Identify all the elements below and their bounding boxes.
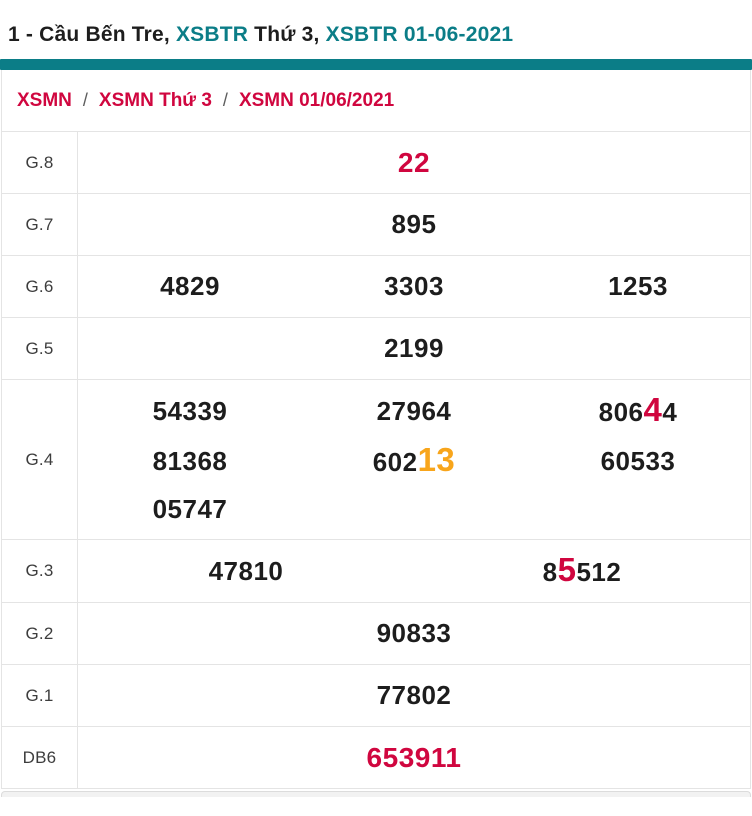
results-card: XSMN / XSMN Thứ 3 / XSMN 01/06/2021 G.8 22 G.7… — [1, 70, 751, 789]
prize-values: 54339 27964 80644 81368 60213 60533 05747 — [78, 380, 750, 539]
prize-number: 895 — [392, 201, 437, 248]
digit-plain: 77802 — [376, 680, 452, 710]
prize-label: G.4 — [2, 380, 78, 539]
results-table: G.8 22 G.7 895 G.6 4829 3303 1253 G.5 2199 G.4 5433… — [2, 131, 750, 788]
title-link[interactable]: XSBTR 01-06-2021 — [325, 23, 514, 46]
digit-highlight: 5 — [557, 551, 577, 588]
prize-values: 653911 — [78, 727, 750, 788]
prize-values: 90833 — [78, 603, 750, 664]
prize-row-g8: G.8 22 — [2, 131, 750, 193]
digit-plain: 90833 — [376, 618, 452, 648]
prize-row-g1: G.1 77802 — [2, 664, 750, 726]
digit-plain: 1253 — [608, 271, 668, 301]
breadcrumb-link[interactable]: XSMN — [17, 89, 72, 111]
title-text: Thứ 3, — [248, 23, 326, 46]
prize-label: G.5 — [2, 318, 78, 379]
digit-plain: 27964 — [376, 395, 452, 426]
prize-number: 80644 — [599, 386, 678, 436]
prize-label: DB6 — [2, 727, 78, 788]
prize-number: 2199 — [384, 325, 444, 372]
breadcrumb: XSMN / XSMN Thứ 3 / XSMN 01/06/2021 — [2, 70, 750, 131]
prize-number: 81368 — [153, 438, 228, 485]
digit-plain: 4829 — [160, 271, 220, 301]
digit-highlight: 22 — [397, 146, 431, 178]
digit-plain: 895 — [391, 209, 437, 239]
prize-values: 4829 3303 1253 — [78, 256, 750, 317]
prize-number: 60213 — [373, 436, 456, 486]
prize-number: 77802 — [377, 672, 452, 719]
page-title: 1 - Cầu Bến Tre, XSBTR Thứ 3, XSBTR 01-0… — [0, 22, 752, 48]
prize-row-g7: G.7 895 — [2, 193, 750, 255]
prize-number: 54339 — [153, 388, 228, 435]
digit-plain: 81368 — [152, 445, 228, 476]
prize-label: G.1 — [2, 665, 78, 726]
digit-plain: 602 — [372, 447, 418, 477]
prize-values: 895 — [78, 194, 750, 255]
digit-plain: 512 — [576, 557, 622, 587]
prize-number: 60533 — [601, 438, 676, 485]
prize-number: 653911 — [367, 734, 462, 782]
breadcrumb-link[interactable]: XSMN 01/06/2021 — [238, 89, 395, 111]
digit-highlight: 4 — [643, 391, 663, 428]
prize-row-g6: G.6 4829 3303 1253 — [2, 255, 750, 317]
digit-highlight: 13 — [417, 441, 456, 478]
prize-number: 47810 — [209, 548, 284, 595]
prize-row-db6: DB6 653911 — [2, 726, 750, 788]
prize-values: 77802 — [78, 665, 750, 726]
prize-label: G.8 — [2, 132, 78, 193]
prize-label: G.3 — [2, 540, 78, 602]
prize-number: 22 — [398, 139, 430, 187]
digit-plain: 05747 — [152, 494, 228, 524]
prize-row-g2: G.2 90833 — [2, 602, 750, 664]
prize-number: 4829 — [160, 263, 220, 310]
digit-highlight: 653911 — [366, 741, 462, 773]
prize-values: 2199 — [78, 318, 750, 379]
prize-number: 27964 — [377, 388, 452, 435]
prize-label: G.6 — [2, 256, 78, 317]
prize-row-g5: G.5 2199 — [2, 317, 750, 379]
digit-plain: 3303 — [384, 271, 444, 301]
prize-number: 05747 — [153, 486, 228, 533]
digit-plain: 2199 — [384, 333, 444, 363]
prize-values: 47810 85512 — [78, 540, 750, 602]
prize-number: 85512 — [543, 546, 622, 596]
title-text: 1 - Cầu Bến Tre, — [8, 23, 176, 46]
prize-number: 90833 — [377, 610, 452, 657]
digit-plain: 54339 — [152, 395, 228, 426]
title-link[interactable]: XSBTR — [175, 23, 249, 46]
digit-plain: 47810 — [208, 555, 284, 586]
breadcrumb-separator: / — [222, 90, 228, 110]
prize-values: 22 — [78, 132, 750, 193]
prize-row-g4: G.4 54339 27964 80644 81368 60213 60533 05747 — [2, 379, 750, 539]
digit-plain: 4 — [662, 397, 678, 427]
prize-label: G.2 — [2, 603, 78, 664]
next-section-edge — [1, 791, 751, 797]
prize-number: 1253 — [608, 263, 668, 310]
breadcrumb-separator: / — [82, 90, 88, 110]
prize-row-g3: G.3 47810 85512 — [2, 539, 750, 602]
digit-plain: 60533 — [600, 445, 676, 476]
accent-bar — [0, 59, 752, 70]
prize-label: G.7 — [2, 194, 78, 255]
digit-plain: 8 — [542, 557, 558, 587]
breadcrumb-link[interactable]: XSMN Thứ 3 — [98, 89, 212, 111]
digit-plain: 806 — [598, 397, 644, 427]
prize-number: 3303 — [384, 263, 444, 310]
